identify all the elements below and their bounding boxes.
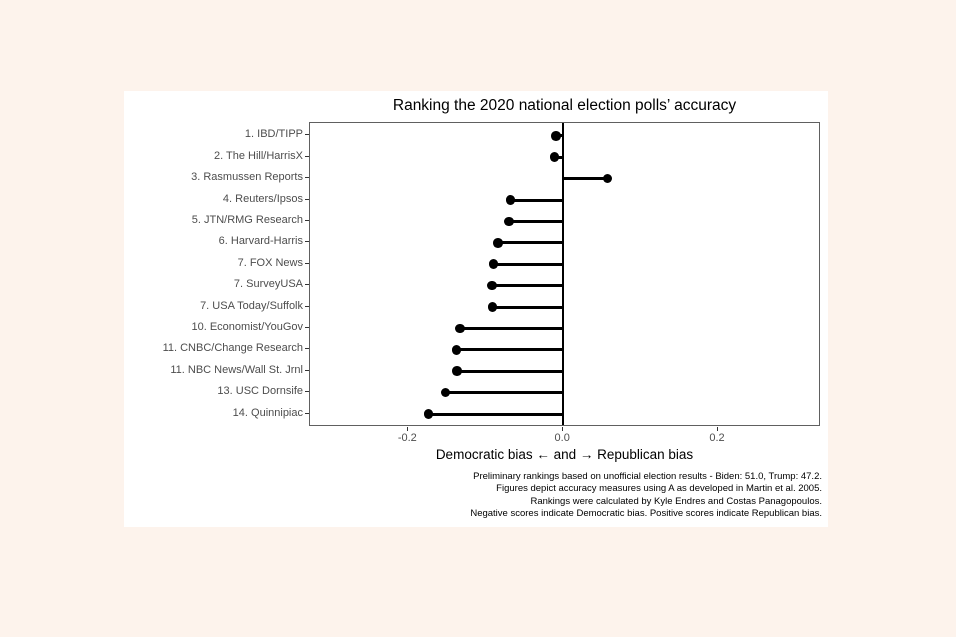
lollipop-dot: [504, 216, 514, 227]
lollipop-stem: [491, 284, 564, 288]
y-axis-label: 13. USC Dornsife: [217, 385, 303, 398]
plot-panel: [309, 122, 820, 426]
lollipop-stem: [460, 326, 564, 330]
y-tick-mark: [305, 326, 309, 328]
y-tick-mark: [305, 219, 309, 221]
lollipop-stem: [493, 262, 564, 266]
y-axis-label: 3. Rasmussen Reports: [191, 171, 303, 184]
x-tick-label: 0.2: [709, 432, 725, 444]
y-tick-mark: [305, 369, 309, 371]
lollipop-dot: [505, 195, 516, 205]
lollipop-dot: [440, 387, 451, 398]
lollipop-stem: [456, 348, 564, 352]
y-axis-label: 7. SurveyUSA: [233, 278, 303, 291]
lollipop-stem: [563, 177, 608, 181]
x-tick-label: 0.0: [554, 432, 570, 444]
y-axis-label: 14. Quinnipiac: [232, 406, 303, 419]
x-tick-mark: [561, 427, 563, 431]
y-tick-mark: [305, 241, 309, 243]
y-axis-label: 4. Reuters/Ipsos: [222, 192, 303, 205]
lollipop-dot: [488, 259, 499, 269]
y-axis-label: 7. USA Today/Suffolk: [200, 299, 303, 312]
lollipop-dot: [549, 152, 560, 162]
y-tick-mark: [305, 262, 309, 264]
y-tick-mark: [305, 177, 309, 179]
lollipop-stem: [457, 369, 564, 373]
caption-line: Preliminary rankings based on unofficial…: [473, 471, 822, 482]
lollipop-dot: [452, 366, 462, 376]
lollipop-stem: [492, 305, 564, 309]
chart-title: Ranking the 2020 national election polls…: [392, 97, 737, 114]
lollipop-dot: [487, 302, 498, 312]
y-axis-label: 11. NBC News/Wall St. Jrnl: [170, 363, 303, 376]
lollipop-stem: [428, 412, 564, 416]
lollipop-stem: [508, 219, 564, 223]
lollipop-dot: [602, 173, 613, 184]
y-axis-label: 1. IBD/TIPP: [244, 128, 303, 141]
x-axis-title: Democratic bias ← and → Republican bias: [435, 447, 694, 462]
lollipop-stem: [510, 198, 564, 202]
caption-line: Negative scores indicate Democratic bias…: [470, 507, 822, 519]
chart-caption: Preliminary rankings based on unofficial…: [124, 471, 822, 520]
x-tick-mark: [716, 427, 718, 431]
caption-line: Figures depict accuracy measures using A…: [496, 483, 822, 495]
lollipop-dot: [551, 131, 561, 141]
caption-line: Rankings were calculated by Kyle Endres …: [530, 495, 822, 507]
y-tick-mark: [305, 198, 309, 200]
y-tick-mark: [305, 412, 309, 414]
y-axis-label: 6. Harvard-Harris: [218, 235, 303, 248]
x-tick-mark: [406, 427, 408, 431]
zero-baseline: [562, 123, 564, 425]
lollipop-dot: [451, 345, 462, 355]
y-axis-label: 11. CNBC/Change Research: [162, 342, 303, 355]
y-axis-label: 7. FOX News: [237, 256, 303, 269]
y-tick-mark: [305, 305, 309, 307]
y-tick-mark: [305, 391, 309, 393]
x-tick-label: -0.2: [397, 432, 417, 444]
lollipop-dot: [455, 323, 465, 334]
y-axis-label: 10. Economist/YouGov: [191, 320, 304, 333]
y-axis-label: 2. The Hill/HarrisX: [213, 149, 303, 162]
lollipop-dot: [487, 280, 497, 291]
chart-figure: Ranking the 2020 national election polls…: [124, 91, 828, 527]
lollipop-dot: [493, 238, 503, 248]
y-tick-mark: [305, 155, 309, 157]
lollipop-dot: [423, 409, 434, 419]
y-tick-mark: [305, 284, 309, 286]
y-tick-mark: [305, 134, 309, 136]
lollipop-stem: [445, 391, 564, 395]
y-tick-mark: [305, 348, 309, 350]
y-axis-label: 5. JTN/RMG Research: [191, 213, 303, 226]
lollipop-stem: [498, 241, 564, 245]
